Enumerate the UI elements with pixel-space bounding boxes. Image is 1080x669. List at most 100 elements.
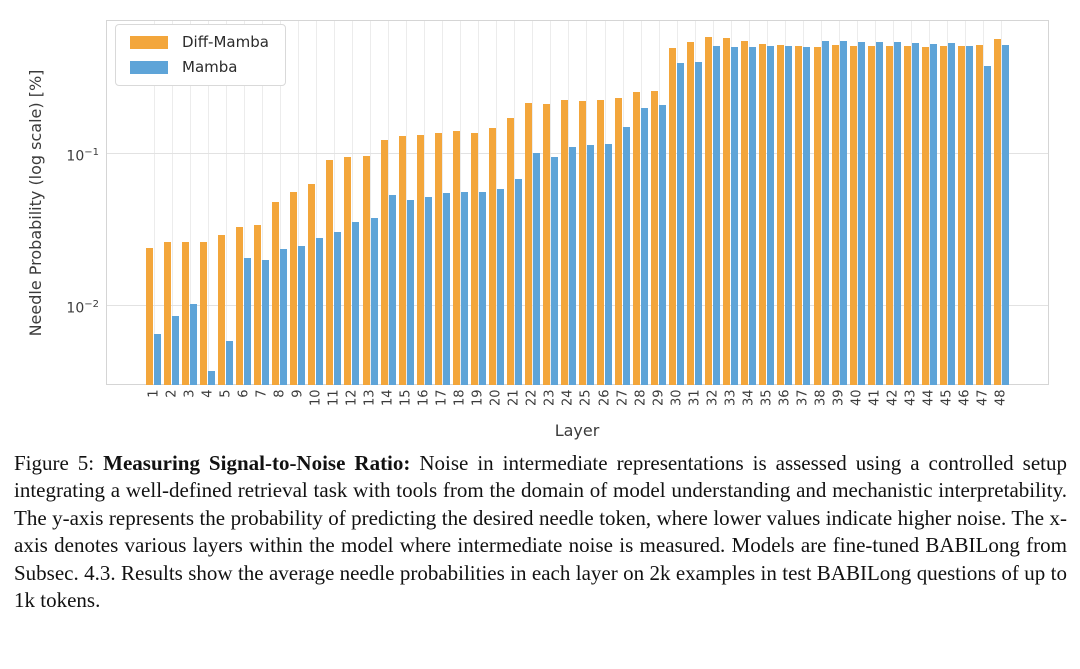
bar-mamba-layer-9 <box>298 246 306 385</box>
vertical-gridline <box>857 20 859 385</box>
bar-mamba-layer-31 <box>695 62 703 385</box>
bar-mamba-layer-33 <box>731 47 739 385</box>
bar-diff-mamba-layer-31 <box>687 41 695 385</box>
vertical-gridline <box>315 20 317 385</box>
bar-diff-mamba-layer-10 <box>308 183 316 385</box>
bar-mamba-layer-16 <box>424 196 432 385</box>
bar-diff-mamba-layer-2 <box>164 242 171 385</box>
plot-border <box>106 20 1049 385</box>
bar-mamba-layer-18 <box>460 192 468 385</box>
y-tick-label: 10−2 <box>66 299 99 318</box>
x-tick-label-32: 32 <box>705 389 721 407</box>
vertical-gridline <box>766 20 768 385</box>
vertical-gridline <box>1001 20 1003 385</box>
x-tick-label-6: 6 <box>236 389 252 398</box>
vertical-gridline <box>261 20 263 385</box>
bar-diff-mamba-layer-16 <box>416 135 424 385</box>
legend-swatch-mamba <box>130 61 168 74</box>
bar-mamba-layer-6 <box>244 258 252 385</box>
bar-diff-mamba-layer-34 <box>741 41 749 385</box>
x-tick-label-40: 40 <box>849 389 865 407</box>
x-tick-label-25: 25 <box>578 389 594 407</box>
vertical-gridline <box>369 20 371 385</box>
bar-diff-mamba-layer-15 <box>398 136 406 385</box>
x-tick-label-8: 8 <box>272 389 288 398</box>
x-tick-label-38: 38 <box>813 389 829 407</box>
bar-mamba-layer-10 <box>316 237 324 385</box>
vertical-gridline <box>496 20 498 385</box>
vertical-gridline <box>550 20 552 385</box>
x-tick-label-2: 2 <box>164 389 180 398</box>
x-tick-label-7: 7 <box>254 389 270 398</box>
x-tick-label-1: 1 <box>146 389 161 398</box>
bar-diff-mamba-layer-20 <box>488 127 496 385</box>
bar-mamba-layer-43 <box>911 42 919 385</box>
x-tick-label-13: 13 <box>362 389 378 407</box>
x-tick-label-3: 3 <box>182 389 198 398</box>
bar-diff-mamba-layer-40 <box>849 45 857 385</box>
x-tick-label-17: 17 <box>434 389 450 407</box>
bar-diff-mamba-layer-8 <box>272 201 280 385</box>
bar-diff-mamba-layer-44 <box>921 46 929 385</box>
bar-diff-mamba-layer-33 <box>723 38 731 385</box>
bar-mamba-layer-47 <box>983 65 991 385</box>
vertical-gridline <box>947 20 949 385</box>
x-tick-label-21: 21 <box>506 389 522 407</box>
x-tick-label-9: 9 <box>290 389 306 398</box>
figure-caption: Figure 5: Measuring Signal-to-Noise Rati… <box>14 450 1067 614</box>
bar-diff-mamba-layer-13 <box>362 155 370 385</box>
vertical-gridline <box>406 20 408 385</box>
vertical-gridline <box>243 20 245 385</box>
bar-diff-mamba-layer-46 <box>957 45 965 385</box>
bar-mamba-layer-48 <box>1001 45 1009 385</box>
bar-mamba-layer-13 <box>370 217 378 385</box>
bar-mamba-layer-3 <box>190 304 198 385</box>
bar-diff-mamba-layer-12 <box>344 156 352 385</box>
vertical-gridline <box>911 20 913 385</box>
vertical-gridline <box>460 20 462 385</box>
bar-mamba-layer-7 <box>262 259 270 385</box>
x-tick-label-23: 23 <box>542 389 558 407</box>
vertical-gridline <box>351 20 353 385</box>
x-tick-label-12: 12 <box>344 389 360 407</box>
bar-mamba-layer-20 <box>496 188 504 385</box>
bar-diff-mamba-layer-11 <box>326 160 334 385</box>
x-tick-label-47: 47 <box>975 389 991 407</box>
bar-diff-mamba-layer-30 <box>669 48 677 385</box>
x-tick-label-19: 19 <box>470 389 486 407</box>
bar-mamba-layer-21 <box>514 178 522 385</box>
x-tick-label-35: 35 <box>759 389 775 407</box>
legend-entry-diff-mamba: Diff-Mamba <box>130 34 269 51</box>
bar-diff-mamba-layer-27 <box>615 98 622 385</box>
bar-mamba-layer-44 <box>929 43 937 385</box>
bar-diff-mamba-layer-3 <box>182 242 190 385</box>
bar-mamba-layer-15 <box>406 199 414 385</box>
bar-diff-mamba-layer-41 <box>867 46 875 385</box>
legend-swatch-diff-mamba <box>130 36 168 49</box>
vertical-gridline <box>279 20 281 385</box>
x-tick-label-31: 31 <box>687 389 703 407</box>
x-tick-label-26: 26 <box>597 389 612 407</box>
legend: Diff-Mamba Mamba <box>115 24 286 86</box>
caption-figure-number: Figure 5: <box>14 451 104 475</box>
vertical-gridline <box>730 20 732 385</box>
bar-diff-mamba-layer-38 <box>813 47 821 385</box>
x-tick-label-22: 22 <box>524 389 540 407</box>
bar-diff-mamba-layer-18 <box>452 131 460 385</box>
vertical-gridline <box>189 20 191 385</box>
vertical-gridline <box>676 20 678 385</box>
x-axis-label: Layer <box>554 421 600 440</box>
bar-mamba-layer-27 <box>623 127 630 385</box>
bar-diff-mamba-layer-9 <box>290 191 298 385</box>
bar-mamba-layer-28 <box>641 107 649 385</box>
bar-diff-mamba-layer-28 <box>633 92 641 385</box>
vertical-gridline <box>586 20 588 385</box>
bar-mamba-layer-38 <box>821 40 829 385</box>
x-tick-label-37: 37 <box>795 389 811 407</box>
y-axis-label: Needle Probability (log scale) [%] <box>26 69 45 337</box>
bar-diff-mamba-layer-43 <box>903 46 911 385</box>
bar-mamba-layer-37 <box>803 47 811 385</box>
bar-mamba-layer-36 <box>785 45 793 385</box>
bar-diff-mamba-layer-39 <box>831 44 839 385</box>
